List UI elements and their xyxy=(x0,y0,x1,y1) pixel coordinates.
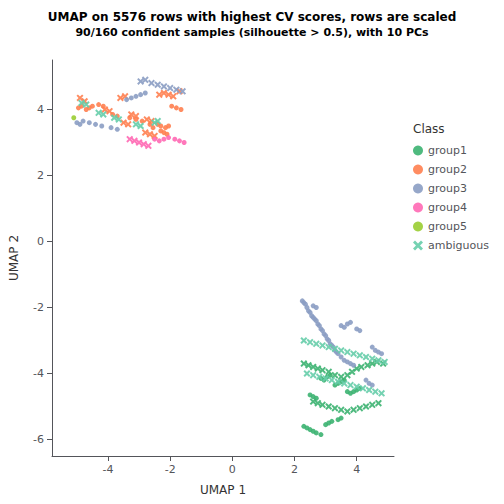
svg-text:-2: -2 xyxy=(33,301,44,314)
svg-text:-6: -6 xyxy=(33,433,44,446)
svg-text:UMAP on 5576 rows with highest: UMAP on 5576 rows with highest CV scores… xyxy=(48,10,457,24)
svg-text:4: 4 xyxy=(353,463,360,476)
svg-text:Class: Class xyxy=(413,122,445,136)
svg-text:2: 2 xyxy=(37,169,44,182)
svg-text:group4: group4 xyxy=(428,201,467,214)
svg-text:0: 0 xyxy=(37,235,44,248)
svg-text:ambiguous: ambiguous xyxy=(428,239,489,252)
svg-text:-2: -2 xyxy=(165,463,176,476)
svg-text:0: 0 xyxy=(229,463,236,476)
svg-text:UMAP 1: UMAP 1 xyxy=(200,483,246,497)
svg-text:90/160 confident samples (silh: 90/160 confident samples (silhouette > 0… xyxy=(75,26,429,39)
svg-text:group1: group1 xyxy=(428,144,467,157)
svg-text:-4: -4 xyxy=(102,463,113,476)
svg-text:group2: group2 xyxy=(428,163,467,176)
svg-text:4: 4 xyxy=(37,103,44,116)
svg-text:2: 2 xyxy=(291,463,298,476)
svg-text:group5: group5 xyxy=(428,220,467,233)
svg-text:group3: group3 xyxy=(428,182,467,195)
svg-text:UMAP 2: UMAP 2 xyxy=(7,235,21,281)
svg-text:-4: -4 xyxy=(33,367,44,380)
